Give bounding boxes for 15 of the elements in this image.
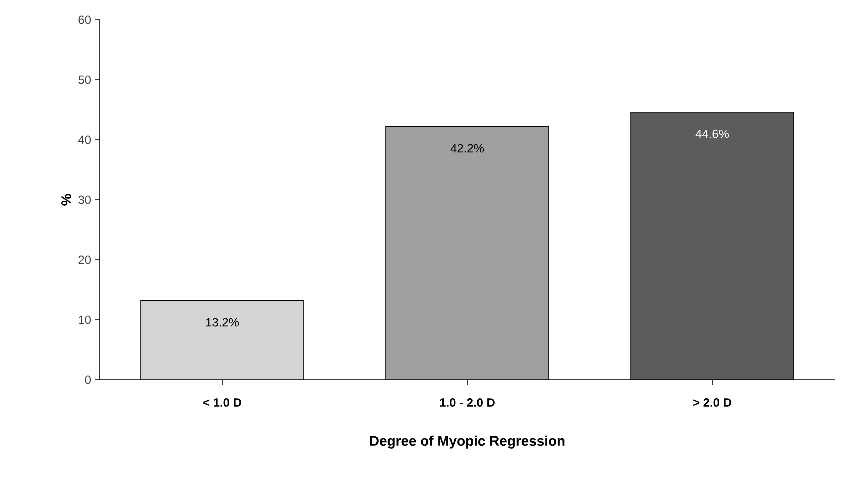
x-axis-title: Degree of Myopic Regression — [370, 436, 565, 449]
data-label: 13.2% — [206, 318, 240, 327]
y-tick-label: 60 — [78, 16, 92, 24]
data-label: 42.2% — [450, 144, 484, 153]
x-tick-label: > 2.0 D — [694, 398, 732, 407]
y-tick-label: 40 — [78, 136, 92, 144]
y-axis-title: % — [62, 194, 72, 206]
y-tick-label: 30 — [78, 196, 92, 204]
y-tick-label: 10 — [79, 316, 92, 324]
y-tick-label: 50 — [78, 76, 92, 84]
y-tick-label: 20 — [78, 256, 92, 264]
data-label: 44.6% — [696, 130, 730, 138]
y-tick-label: 0 — [85, 376, 92, 384]
x-tick-label: < 1.0 D — [204, 398, 242, 407]
x-tick-label: 1.0 - 2.0 D — [440, 398, 495, 407]
